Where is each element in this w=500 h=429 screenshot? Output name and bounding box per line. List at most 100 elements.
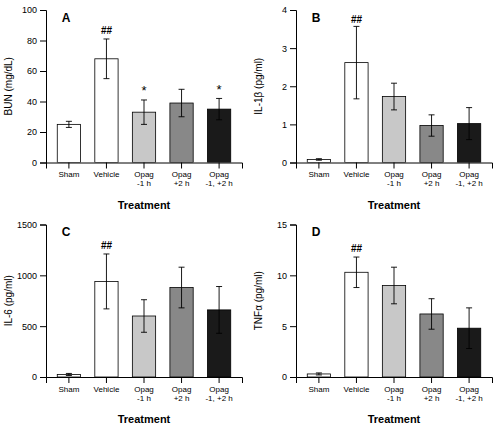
y-tick-mark	[40, 225, 46, 226]
x-tick-label-line: Sham	[308, 170, 329, 179]
y-tick-mark	[40, 326, 46, 327]
x-tick-label-line: Opag	[459, 385, 479, 394]
x-tick-label: Sham	[308, 170, 329, 179]
x-tick-label: Opag-1, +2 h	[455, 385, 482, 403]
x-tick: Opag-1 h	[134, 377, 154, 403]
x-tick-mark	[431, 163, 432, 169]
y-tick: 1	[282, 120, 296, 130]
y-tick-label: 15	[277, 220, 287, 230]
x-tick-label-line: Opag	[209, 170, 229, 179]
y-tick-mark	[40, 10, 46, 11]
y-tick: 40	[27, 97, 46, 107]
x-tick: Sham	[58, 377, 79, 394]
x-tick: Vehicle	[344, 163, 370, 180]
y-tick: 3	[282, 44, 296, 54]
x-tick-label-line: Vehicle	[94, 385, 120, 394]
y-tick-label: 20	[27, 127, 37, 137]
y-axis: 051015	[277, 220, 297, 383]
x-tick-label-line: -1, +2 h	[205, 179, 232, 188]
y-tick: 1500	[17, 220, 46, 230]
x-tick-label: Opag-1, +2 h	[205, 170, 232, 188]
y-tick-label: 1500	[17, 220, 37, 230]
x-tick: Sham	[308, 377, 329, 394]
y-tick-label: 0	[282, 372, 287, 382]
y-tick-mark	[290, 275, 296, 276]
y-axis-title: IL-6 (pg/ml)	[3, 275, 14, 326]
x-axis-line	[47, 378, 243, 384]
y-tick-label: 10	[277, 271, 287, 281]
panel-label: C	[62, 225, 71, 239]
y-tick: 15	[277, 220, 296, 230]
x-tick-label: Sham	[58, 385, 79, 394]
x-tick-label-line: -1, +2 h	[455, 394, 482, 403]
x-tick-label-line: -1 h	[137, 394, 151, 403]
x-tick-label: Opag+2 h	[422, 385, 442, 403]
x-tick-mark	[469, 163, 470, 169]
y-tick-mark	[40, 132, 46, 133]
x-axis-title: Treatment	[118, 413, 171, 425]
y-tick-mark	[290, 48, 296, 49]
x-tick-mark	[106, 377, 107, 383]
x-tick-label-line: -1, +2 h	[205, 394, 232, 403]
x-tick-label-line: Vehicle	[94, 170, 120, 179]
x-tick-mark	[318, 377, 319, 383]
x-tick-label-line: Opag	[172, 385, 192, 394]
error-bar	[179, 89, 185, 116]
panel: 050010001500ShamVehicleOpag-1 hOpag+2 hO…	[3, 220, 243, 425]
x-tick-label: Vehicle	[94, 385, 120, 394]
x-tick-mark	[394, 163, 395, 169]
y-tick-mark	[40, 275, 46, 276]
y-tick-mark	[40, 377, 46, 378]
y-tick-label: 80	[27, 36, 37, 46]
x-tick-label: Opag-1 h	[384, 385, 404, 403]
x-tick: Opag+2 h	[172, 377, 192, 403]
x-tick-label: Opag-1, +2 h	[455, 170, 482, 188]
x-axis-line	[297, 378, 493, 384]
y-tick: 0	[32, 372, 46, 382]
x-tick-label: Opag+2 h	[422, 170, 442, 188]
y-tick-label: 1000	[17, 271, 37, 281]
x-tick: Opag-1, +2 h	[205, 377, 232, 403]
error-bar	[66, 121, 72, 127]
y-axis-line	[40, 11, 47, 164]
x-tick-mark	[68, 163, 69, 169]
error-bar	[429, 299, 435, 330]
error-bar	[316, 159, 322, 161]
error-bar	[391, 267, 397, 304]
y-tick: 100	[22, 5, 46, 15]
error-bar	[391, 83, 397, 110]
x-axis-title: Treatment	[118, 199, 171, 211]
x-tick-label-line: Opag	[209, 385, 229, 394]
x-tick-mark	[106, 163, 107, 169]
y-tick-mark	[290, 86, 296, 87]
figure: 020406080100ShamVehicleOpag-1 hOpag+2 hO…	[0, 0, 500, 429]
x-axis: ShamVehicleOpag-1 hOpag+2 hOpag-1, +2 h	[47, 377, 243, 403]
x-tick-mark	[144, 377, 145, 383]
y-tick: 80	[27, 36, 46, 46]
y-tick-label: 500	[22, 322, 37, 332]
y-tick-label: 40	[27, 97, 37, 107]
annotation: ##	[101, 240, 113, 251]
x-tick-label-line: Vehicle	[344, 170, 370, 179]
y-tick-label: 100	[22, 5, 37, 15]
error-bar	[216, 287, 222, 334]
panel-label: D	[312, 225, 321, 239]
x-tick-label-line: Opag	[422, 385, 442, 394]
x-tick-label: Vehicle	[94, 170, 120, 179]
error-bar	[466, 308, 472, 349]
y-axis-line	[290, 225, 297, 378]
y-axis-line	[290, 11, 297, 164]
x-tick: Opag-1 h	[384, 377, 404, 403]
y-axis-title: TNFα (pg/ml)	[253, 271, 264, 330]
x-tick: Opag-1, +2 h	[205, 163, 232, 189]
x-axis-title: Treatment	[368, 199, 421, 211]
y-tick-mark	[290, 326, 296, 327]
y-tick-mark	[40, 71, 46, 72]
plot-area	[57, 39, 230, 163]
x-axis-title: Treatment	[368, 413, 421, 425]
x-tick-mark	[219, 377, 220, 383]
x-tick: Vehicle	[344, 377, 370, 394]
x-tick-mark	[431, 377, 432, 383]
x-axis-line	[47, 163, 243, 169]
x-tick: Opag-1 h	[134, 163, 154, 189]
